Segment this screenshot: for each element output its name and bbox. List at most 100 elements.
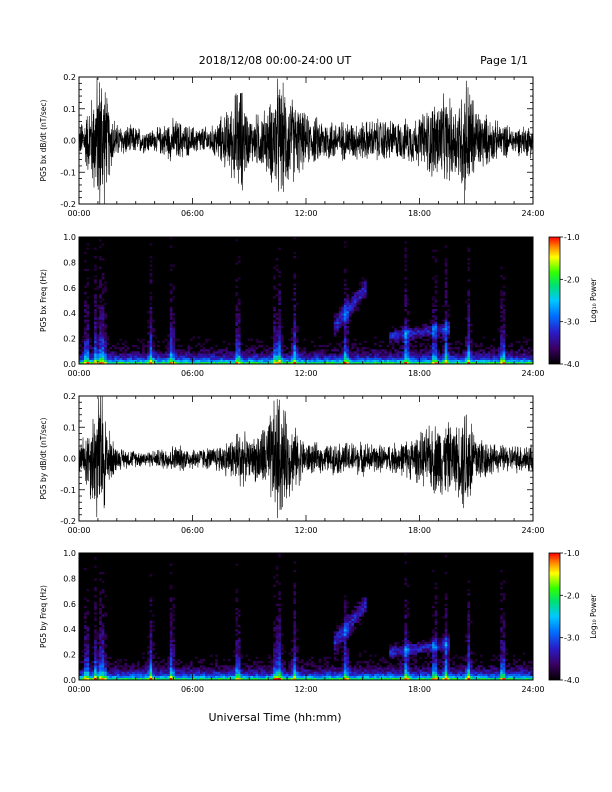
spectrogram-cell <box>278 359 281 363</box>
spectrogram-cell <box>439 677 443 681</box>
spectrogram-cell <box>295 344 299 348</box>
spectrogram-cell <box>99 296 102 299</box>
spectrogram-cell <box>278 283 281 286</box>
spectrogram-cell <box>147 658 150 662</box>
spectrogram-cell <box>515 677 519 681</box>
spectrogram-cell <box>502 347 506 350</box>
spectrogram-cell <box>285 353 289 356</box>
spectrogram-cell <box>200 667 203 670</box>
spectrogram-cell <box>427 650 430 653</box>
spectrogram-cell <box>99 338 102 341</box>
spectrogram-cell <box>333 353 337 356</box>
spectrogram-cell <box>469 675 473 679</box>
spectrogram-cell <box>500 616 503 619</box>
spectrogram-cell <box>220 671 223 674</box>
spectrogram-cell <box>101 631 105 634</box>
spectrogram-cell <box>439 325 443 329</box>
spectrogram-cell <box>300 658 304 662</box>
spectrogram-cell <box>278 296 281 299</box>
spectrogram-cell <box>422 650 425 653</box>
spectrogram-cell <box>437 660 440 664</box>
spectrogram-cell <box>182 349 186 352</box>
spectrogram-cell <box>119 675 123 679</box>
spectrogram-cell <box>346 665 350 668</box>
spectrogram-cell <box>326 361 329 365</box>
spectrogram-cell <box>530 361 534 365</box>
spectrogram-cell <box>169 663 173 666</box>
spectrogram-cell <box>343 635 347 638</box>
spectrogram-cell <box>86 247 90 250</box>
spectrogram-cell <box>464 338 468 341</box>
spectrogram-cell <box>500 361 503 365</box>
spectrogram-cell <box>348 660 352 664</box>
spectrogram-cell <box>222 359 226 363</box>
spectrogram-cell <box>205 359 208 363</box>
spectrogram-cell <box>86 321 90 324</box>
spectrogram-cell <box>401 332 405 335</box>
spectrogram-cell <box>467 675 471 679</box>
spectrogram-cell <box>96 357 100 360</box>
spectrogram-cell <box>290 359 294 363</box>
spectrogram-cell <box>492 361 496 365</box>
spectrogram-cell <box>361 357 365 360</box>
spectrogram-cell <box>278 665 281 668</box>
spectrogram-cell <box>507 353 511 356</box>
spectrogram-cell <box>336 633 339 636</box>
spectrogram-cell <box>101 614 105 617</box>
spectrogram-cell <box>149 347 153 350</box>
spectrogram-cell <box>116 675 120 679</box>
spectrogram-cell <box>275 656 279 659</box>
spectrogram-cell <box>142 359 145 363</box>
spectrogram-cell <box>189 347 193 350</box>
spectrogram-cell <box>434 308 438 312</box>
spectrogram-cell <box>411 344 415 348</box>
spectrogram-cell <box>232 353 236 356</box>
spectrogram-cell <box>210 353 213 356</box>
spectrogram-cell <box>444 650 448 653</box>
spectrogram-cell <box>341 311 344 314</box>
spectrogram-cell <box>379 673 382 676</box>
spectrogram-cell <box>273 677 276 681</box>
spectrogram-cell <box>149 328 153 331</box>
spectrogram-cell <box>293 669 297 672</box>
spectrogram-cell <box>444 669 448 672</box>
spectrogram-cell <box>227 673 231 676</box>
spectrogram-cell <box>356 675 360 679</box>
spectrogram-cell <box>510 361 513 365</box>
spectrogram-cell <box>101 660 105 664</box>
spectrogram-cell <box>293 593 297 596</box>
spectrogram-cell <box>527 361 531 365</box>
spectrogram-cell <box>273 328 276 331</box>
spectrogram-cell <box>187 347 191 350</box>
spectrogram-cell <box>487 355 491 358</box>
spectrogram-cell <box>459 355 463 358</box>
spectrogram-cell <box>432 357 435 360</box>
spectrogram-cell <box>253 673 256 676</box>
spectrogram-cell <box>275 287 279 291</box>
spectrogram-cell <box>346 308 350 312</box>
panel-frame <box>78 236 534 365</box>
spectrogram-cell <box>321 677 324 681</box>
spectrogram-cell <box>149 652 153 655</box>
spectrogram-cell <box>323 663 327 666</box>
spectrogram-cell <box>270 663 274 666</box>
spectrogram-cell <box>480 355 483 358</box>
spectrogram-cell <box>116 353 120 356</box>
spectrogram-cell <box>104 677 107 681</box>
spectrogram-cell <box>104 332 107 335</box>
spectrogram-cell <box>157 665 160 668</box>
spectrogram-cell <box>474 351 478 354</box>
spectrogram-cell <box>490 673 493 676</box>
spectrogram-cell <box>215 665 218 668</box>
spectrogram-cell <box>172 344 175 348</box>
spectrogram-cell <box>104 317 107 320</box>
spectrogram-cell <box>507 344 511 348</box>
spectrogram-cell <box>147 332 150 335</box>
spectrogram-cell <box>235 323 239 327</box>
spectrogram-cell <box>288 663 292 666</box>
spectrogram-cell <box>232 654 236 657</box>
spectrogram-cell <box>167 663 170 666</box>
spectrogram-cell <box>172 618 175 621</box>
spectrogram-cell <box>394 644 397 647</box>
spectrogram-cell <box>346 321 350 324</box>
